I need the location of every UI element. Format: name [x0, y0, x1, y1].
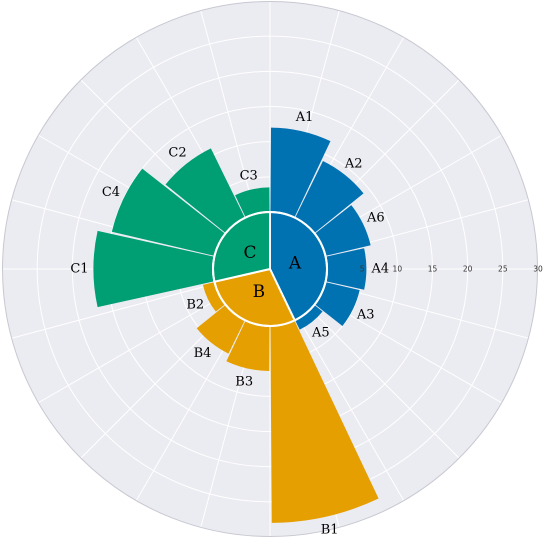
radial-tick-labels: 5 10 15 20 25 30	[360, 265, 543, 274]
segment-label-A4: A4	[371, 262, 390, 277]
bar-B2	[202, 282, 226, 312]
segment-label-A5: A5	[311, 325, 330, 340]
segment-label-A1: A1	[295, 110, 314, 125]
segment-label-B3: B3	[235, 375, 253, 390]
grid-spoke	[37, 297, 221, 404]
group-label-B: B	[253, 282, 266, 302]
bar-A6	[314, 205, 371, 256]
bar-B1	[270, 320, 379, 523]
group-label-C: C	[243, 243, 256, 263]
tick-label: 10	[393, 265, 403, 274]
bar-A1	[270, 127, 331, 218]
segment-label-A6: A6	[366, 211, 385, 226]
bar-C4	[111, 168, 226, 256]
bar-A2	[295, 160, 364, 234]
segment-label-A2: A2	[344, 157, 363, 172]
segment-label-B2: B2	[186, 297, 204, 312]
center-ring	[212, 211, 328, 327]
bar-C2	[165, 148, 245, 234]
tick-label: 30	[533, 265, 543, 274]
segment-label-C1: C1	[70, 262, 88, 277]
segment-label-B1: B1	[321, 523, 339, 537]
tick-label: 25	[498, 265, 508, 274]
grid-spoke	[11, 283, 216, 339]
grid-spoke	[298, 318, 405, 502]
grid-spoke	[309, 308, 460, 459]
bar-A5	[295, 304, 323, 330]
segment-label-C3: C3	[240, 168, 258, 183]
bars	[93, 127, 379, 523]
bar-A3	[314, 282, 360, 326]
tick-label: 5	[360, 265, 365, 274]
group-center-ring: A BC	[212, 210, 328, 327]
grid-spoke	[200, 10, 256, 215]
tick-label: 15	[428, 265, 438, 274]
segment-label-A3: A3	[356, 308, 375, 323]
group-label-A: A	[288, 253, 302, 273]
tick-label: 20	[463, 265, 473, 274]
segment-label-C4: C4	[102, 185, 120, 200]
bar-C1	[93, 230, 215, 308]
bar-A4	[325, 248, 367, 290]
bar-B4	[196, 304, 245, 354]
segment-label-C2: C2	[168, 146, 186, 161]
segment-label-B4: B4	[194, 346, 212, 361]
bar-B3	[226, 320, 270, 372]
bar-C3	[235, 187, 270, 218]
